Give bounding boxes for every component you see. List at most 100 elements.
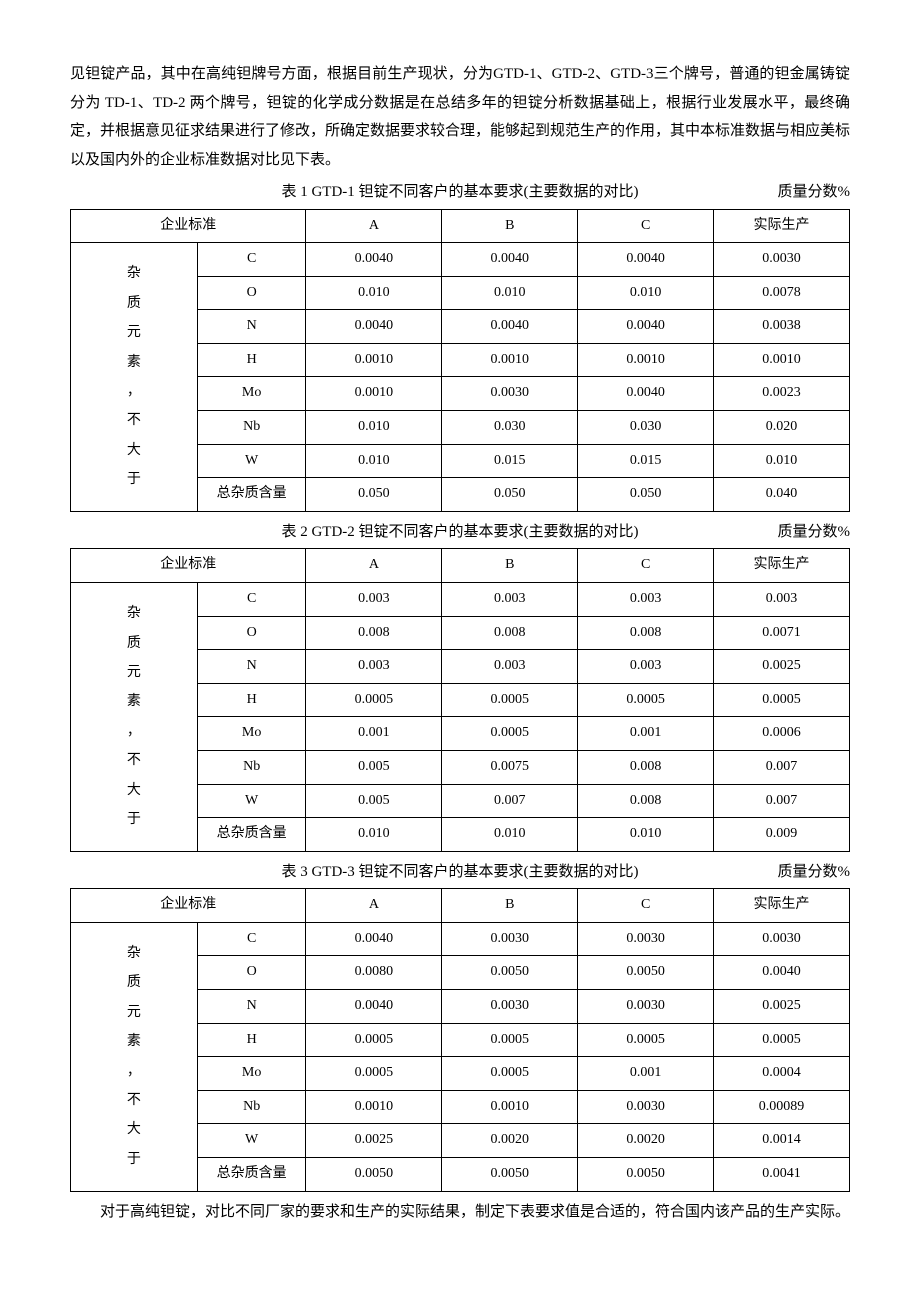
value-cell: 0.0075	[442, 750, 578, 784]
header-c: C	[578, 209, 714, 243]
value-cell: 0.0005	[306, 683, 442, 717]
value-cell: 0.0050	[306, 1157, 442, 1191]
value-cell: 0.007	[442, 784, 578, 818]
value-cell: 0.0040	[578, 310, 714, 344]
value-cell: 0.003	[306, 582, 442, 616]
element-cell: N	[197, 989, 306, 1023]
value-cell: 0.010	[442, 276, 578, 310]
closing-paragraph: 对于高纯钽锭，对比不同厂家的要求和生产的实际结果，制定下表要求值是合适的，符合国…	[70, 1198, 850, 1227]
value-cell: 0.0025	[714, 989, 850, 1023]
element-cell: H	[197, 343, 306, 377]
element-cell: Nb	[197, 1090, 306, 1124]
table-title: 表 1 GTD-1 钽锭不同客户的基本要求(主要数据的对比)质量分数%	[70, 178, 850, 207]
value-cell: 0.0005	[442, 1057, 578, 1091]
header-std: 企业标准	[71, 209, 306, 243]
header-std: 企业标准	[71, 549, 306, 583]
table-title-text: 表 2 GTD-2 钽锭不同客户的基本要求(主要数据的对比)	[281, 524, 638, 540]
header-b: B	[442, 549, 578, 583]
value-cell: 0.003	[442, 582, 578, 616]
element-cell: 总杂质含量	[197, 478, 306, 512]
value-cell: 0.0050	[578, 1157, 714, 1191]
value-cell: 0.008	[578, 616, 714, 650]
table-header-row: 企业标准ABC实际生产	[71, 889, 850, 923]
value-cell: 0.008	[442, 616, 578, 650]
value-cell: 0.010	[306, 411, 442, 445]
value-cell: 0.0071	[714, 616, 850, 650]
value-cell: 0.0005	[714, 683, 850, 717]
value-cell: 0.0050	[442, 956, 578, 990]
value-cell: 0.0005	[578, 683, 714, 717]
value-cell: 0.0040	[306, 922, 442, 956]
value-cell: 0.00089	[714, 1090, 850, 1124]
value-cell: 0.0050	[442, 1157, 578, 1191]
table-row: 杂质元素，不大于C0.00400.00300.00300.0030	[71, 922, 850, 956]
value-cell: 0.005	[306, 750, 442, 784]
value-cell: 0.003	[442, 650, 578, 684]
value-cell: 0.0040	[306, 310, 442, 344]
value-cell: 0.0040	[714, 956, 850, 990]
element-cell: C	[197, 243, 306, 277]
value-cell: 0.008	[306, 616, 442, 650]
element-cell: C	[197, 582, 306, 616]
element-cell: W	[197, 444, 306, 478]
value-cell: 0.0010	[442, 343, 578, 377]
value-cell: 0.008	[578, 784, 714, 818]
value-cell: 0.0010	[306, 377, 442, 411]
value-cell: 0.0010	[578, 343, 714, 377]
value-cell: 0.0050	[578, 956, 714, 990]
value-cell: 0.0023	[714, 377, 850, 411]
table-row: 杂质元素，不大于C0.00400.00400.00400.0030	[71, 243, 850, 277]
header-actual: 实际生产	[714, 549, 850, 583]
element-cell: N	[197, 310, 306, 344]
data-table: 企业标准ABC实际生产杂质元素，不大于C0.00400.00300.00300.…	[70, 888, 850, 1191]
value-cell: 0.0030	[714, 243, 850, 277]
value-cell: 0.007	[714, 784, 850, 818]
value-cell: 0.0005	[578, 1023, 714, 1057]
value-cell: 0.0040	[442, 243, 578, 277]
header-actual: 实际生产	[714, 889, 850, 923]
value-cell: 0.050	[306, 478, 442, 512]
value-cell: 0.001	[306, 717, 442, 751]
value-cell: 0.0030	[578, 922, 714, 956]
header-a: A	[306, 549, 442, 583]
value-cell: 0.015	[442, 444, 578, 478]
value-cell: 0.010	[714, 444, 850, 478]
value-cell: 0.015	[578, 444, 714, 478]
value-cell: 0.020	[714, 411, 850, 445]
value-cell: 0.008	[578, 750, 714, 784]
header-std: 企业标准	[71, 889, 306, 923]
value-cell: 0.0025	[306, 1124, 442, 1158]
intro-paragraph: 见钽锭产品，其中在高纯钽牌号方面，根据目前生产现状，分为GTD-1、GTD-2、…	[70, 60, 850, 174]
header-c: C	[578, 889, 714, 923]
table-header-row: 企业标准ABC实际生产	[71, 549, 850, 583]
value-cell: 0.040	[714, 478, 850, 512]
element-cell: O	[197, 616, 306, 650]
element-cell: O	[197, 276, 306, 310]
value-cell: 0.0030	[442, 377, 578, 411]
value-cell: 0.010	[306, 818, 442, 852]
element-cell: Nb	[197, 750, 306, 784]
value-cell: 0.0010	[306, 1090, 442, 1124]
header-a: A	[306, 889, 442, 923]
value-cell: 0.0041	[714, 1157, 850, 1191]
element-cell: O	[197, 956, 306, 990]
table-title: 表 3 GTD-3 钽锭不同客户的基本要求(主要数据的对比)质量分数%	[70, 858, 850, 887]
value-cell: 0.0014	[714, 1124, 850, 1158]
value-cell: 0.0040	[578, 243, 714, 277]
row-group-label: 杂质元素，不大于	[71, 582, 198, 851]
element-cell: Nb	[197, 411, 306, 445]
header-c: C	[578, 549, 714, 583]
value-cell: 0.0010	[442, 1090, 578, 1124]
value-cell: 0.005	[306, 784, 442, 818]
value-cell: 0.010	[442, 818, 578, 852]
value-cell: 0.003	[714, 582, 850, 616]
table-unit-text: 质量分数%	[778, 858, 851, 887]
header-b: B	[442, 889, 578, 923]
value-cell: 0.0020	[578, 1124, 714, 1158]
value-cell: 0.001	[578, 717, 714, 751]
value-cell: 0.0005	[306, 1057, 442, 1091]
table-header-row: 企业标准ABC实际生产	[71, 209, 850, 243]
value-cell: 0.0005	[442, 1023, 578, 1057]
table-title: 表 2 GTD-2 钽锭不同客户的基本要求(主要数据的对比)质量分数%	[70, 518, 850, 547]
value-cell: 0.0040	[442, 310, 578, 344]
